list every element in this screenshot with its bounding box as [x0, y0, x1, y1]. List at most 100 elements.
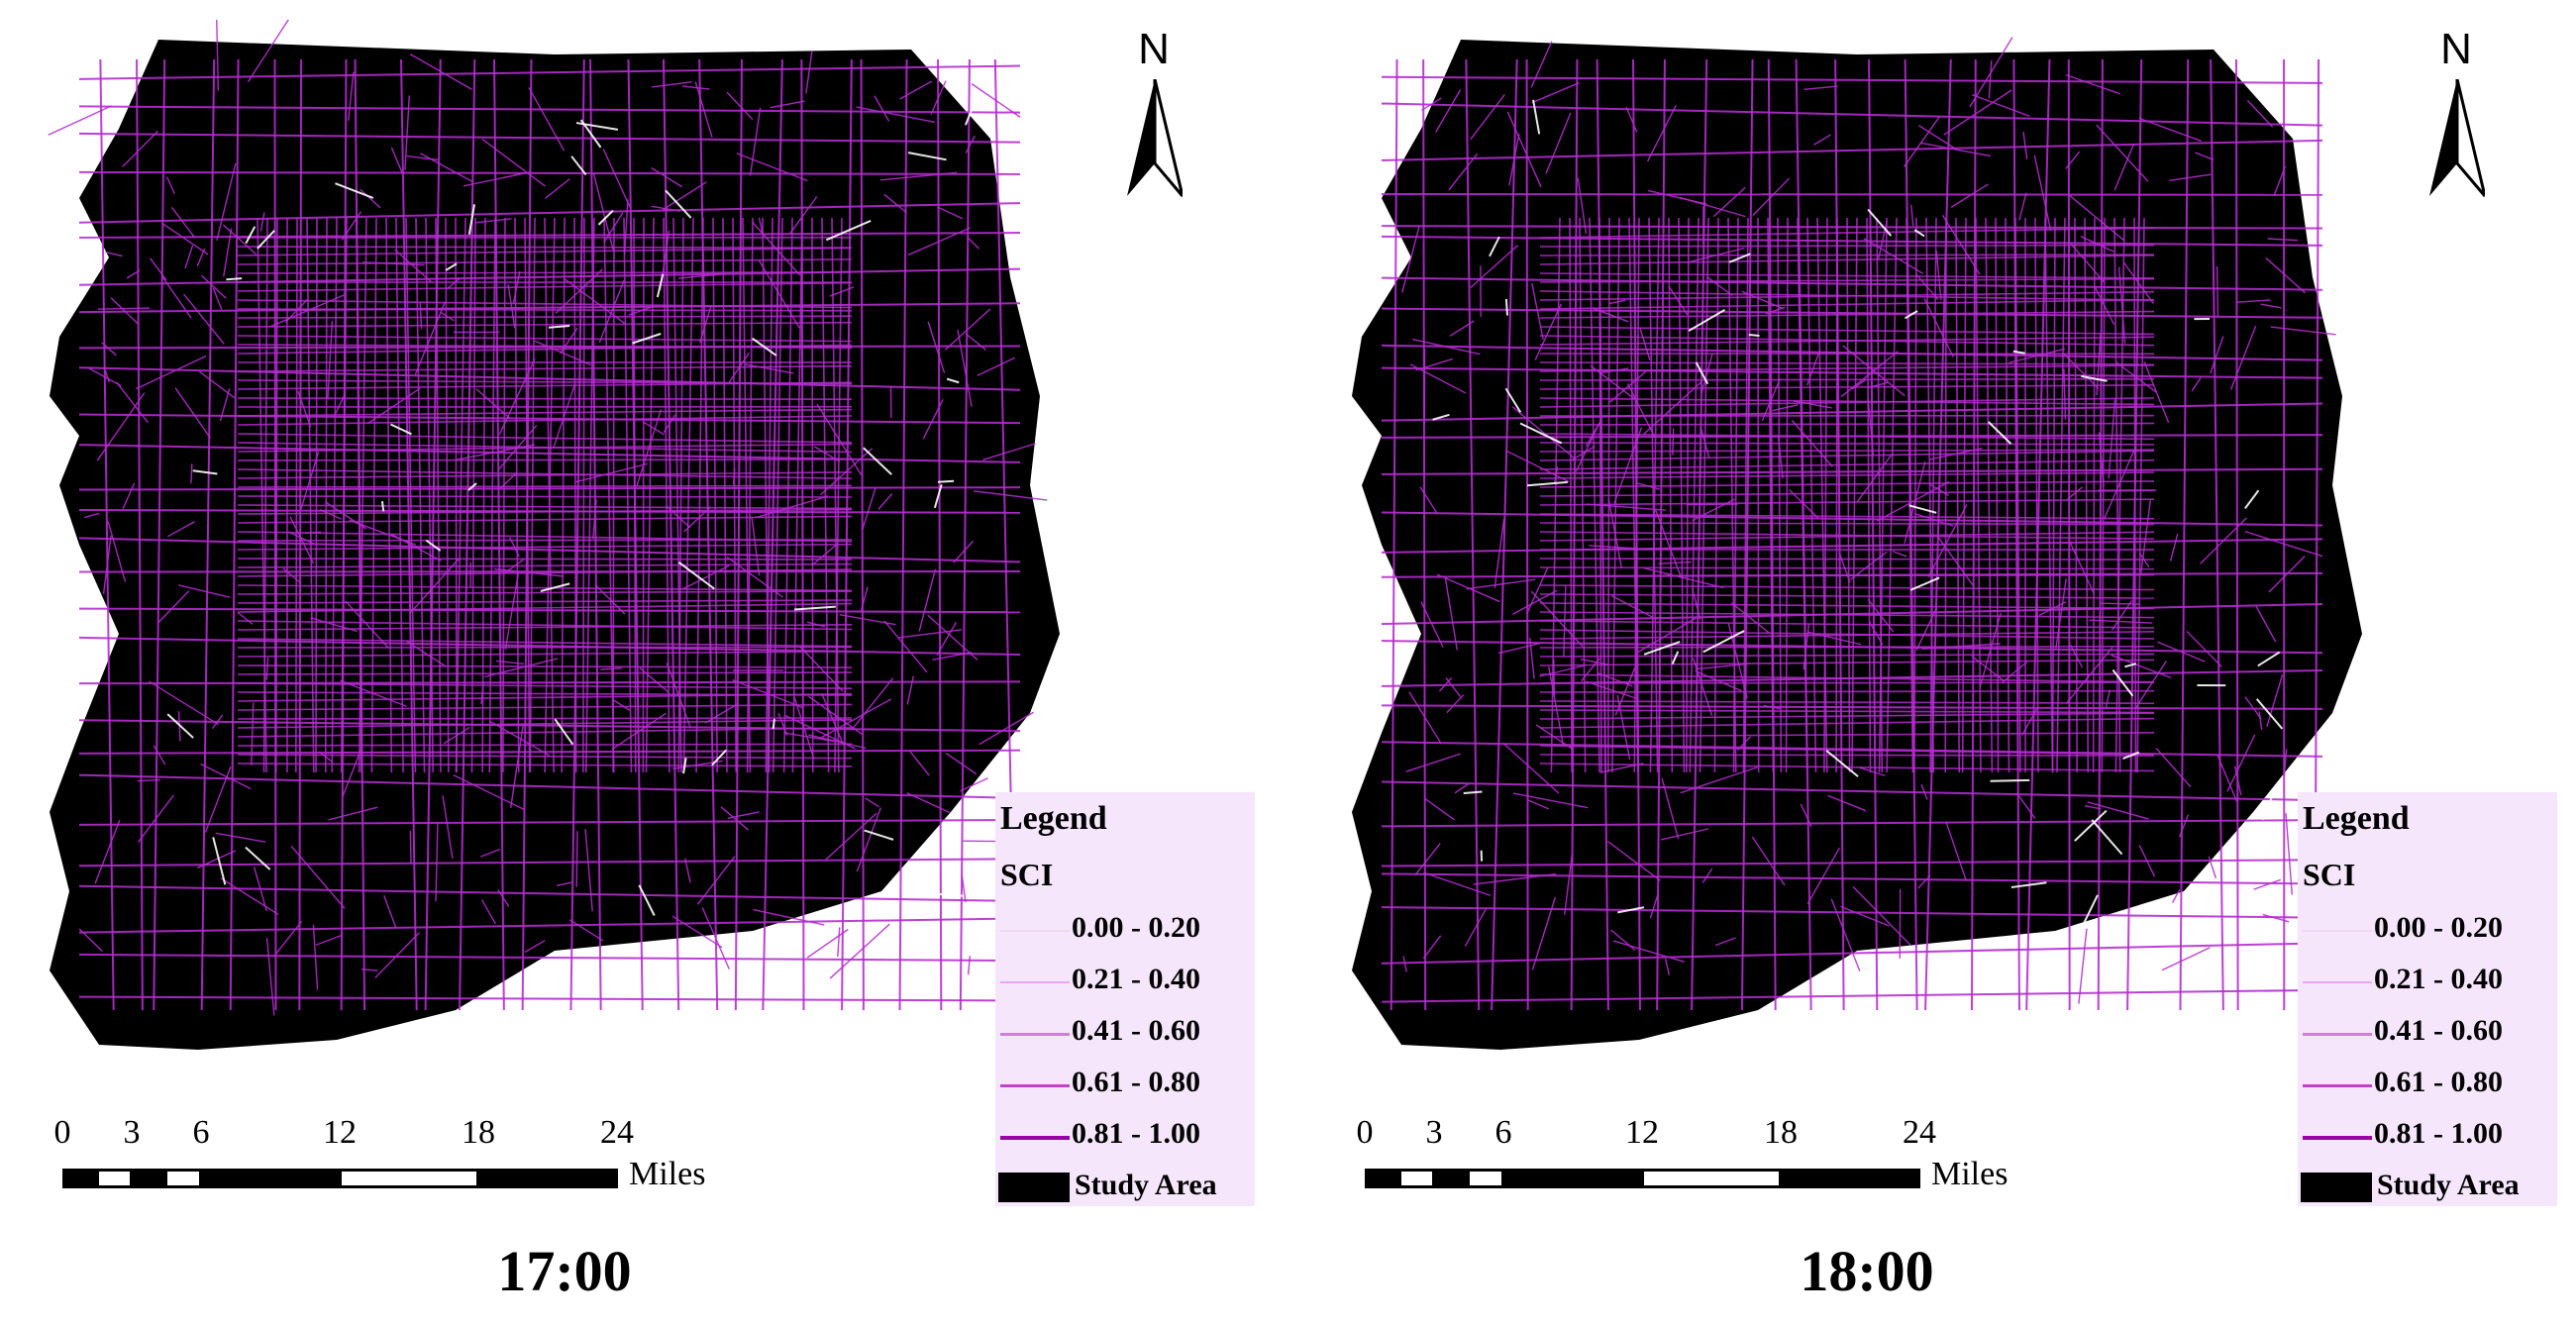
road-segment — [2157, 641, 2206, 663]
road-segment — [965, 135, 976, 153]
road-segment — [805, 50, 813, 94]
road-segment — [1867, 208, 1893, 237]
road-segment — [1421, 97, 1442, 112]
scale-segment — [477, 1169, 618, 1188]
road-segment — [1904, 310, 1918, 320]
road-segment — [575, 122, 619, 131]
road-segment — [245, 226, 257, 245]
road-segment — [1401, 225, 1420, 293]
scale-segment — [1780, 1169, 1920, 1188]
road-segment — [237, 638, 853, 648]
road-segment — [385, 217, 393, 773]
road-segment — [1736, 736, 1752, 751]
road-segment — [1702, 630, 1745, 654]
road-segment — [360, 188, 381, 209]
road-segment — [1381, 75, 2323, 84]
road-segment — [467, 204, 476, 235]
road-segment — [1381, 538, 2323, 554]
road-segment — [726, 91, 754, 121]
road-segment — [851, 677, 894, 731]
road-segment — [2096, 124, 2149, 182]
road-segment — [837, 927, 841, 958]
legend: Legend SCI 0.00 - 0.20 0.21 - 0.40 0.41 … — [2298, 792, 2557, 1206]
road-segment — [2267, 238, 2299, 242]
road-segment — [1908, 504, 1937, 514]
road-segment — [1508, 134, 1520, 186]
road-segment — [2138, 845, 2156, 877]
road-segment — [497, 889, 510, 907]
road-segment — [2258, 711, 2263, 730]
legend-class: 0.00 - 0.20 — [995, 911, 1255, 951]
road-segment — [2124, 663, 2137, 668]
road-segment — [237, 468, 853, 479]
road-segment — [2067, 240, 2106, 283]
road-segment — [548, 325, 570, 329]
road-segment — [2018, 192, 2027, 221]
road-segment — [612, 699, 631, 711]
road-segment — [1539, 397, 2155, 406]
road-segment — [1695, 361, 1709, 385]
road-segment — [1915, 607, 1938, 651]
scale-tick: 6 — [192, 1114, 210, 1151]
road-segment — [480, 848, 501, 858]
road-segment — [528, 87, 566, 152]
north-label: N — [1138, 25, 1170, 73]
road-segment — [2226, 734, 2256, 792]
road-segment — [937, 58, 943, 1011]
scale-tick: 12 — [323, 1114, 357, 1151]
road-segment — [582, 217, 585, 773]
road-segment — [561, 217, 566, 773]
road-segment — [1470, 245, 1519, 288]
road-segment — [1823, 217, 1828, 773]
road-segment — [1381, 819, 2323, 828]
road-segment — [944, 308, 991, 351]
road-segment — [78, 132, 1021, 144]
road-segment — [1617, 906, 1645, 914]
road-segment — [897, 629, 963, 639]
road-segment — [177, 584, 231, 598]
road-segment — [2080, 236, 2114, 253]
road-segment — [1539, 531, 2155, 540]
road-segment — [251, 702, 255, 766]
road-segment — [642, 217, 645, 773]
road-segment — [335, 182, 374, 199]
road-segment — [1649, 893, 1659, 919]
road-segment — [1647, 105, 1677, 162]
road-segment — [807, 695, 863, 736]
road-segment — [623, 217, 633, 773]
road-segment — [765, 217, 773, 773]
road-segment — [1607, 841, 1661, 881]
road-segment — [1539, 480, 2155, 488]
scale-segment — [1365, 1169, 1400, 1188]
road-segment — [945, 752, 978, 775]
road-segment — [2044, 217, 2054, 773]
road-segment — [405, 217, 417, 773]
road-segment — [1971, 93, 2030, 118]
road-segment — [1867, 398, 1875, 457]
road-segment — [84, 512, 100, 519]
road-segment — [2139, 554, 2150, 568]
road-segment — [1381, 102, 2323, 127]
road-segment — [560, 327, 578, 355]
road-segment — [1454, 783, 1469, 794]
road-segment — [722, 217, 728, 773]
road-segment — [726, 556, 783, 598]
road-segment — [327, 321, 334, 399]
road-segment — [879, 171, 958, 181]
legend-class-label: 0.61 - 0.80 — [2374, 1066, 2503, 1098]
road-segment — [2065, 151, 2081, 169]
road-segment — [2257, 651, 2281, 667]
road-segment — [814, 446, 841, 462]
road-segment — [2033, 154, 2052, 232]
road-segment — [484, 658, 559, 678]
road-segment — [166, 713, 194, 739]
road-segment — [105, 251, 123, 257]
road-segment — [752, 221, 801, 276]
road-segment — [930, 892, 965, 897]
road-segment — [1435, 89, 1462, 133]
road-segment — [1765, 306, 1786, 315]
road-segment — [341, 211, 362, 241]
road-segment — [1846, 217, 1851, 773]
road-segment — [1988, 421, 2012, 445]
road-segment — [554, 718, 574, 746]
